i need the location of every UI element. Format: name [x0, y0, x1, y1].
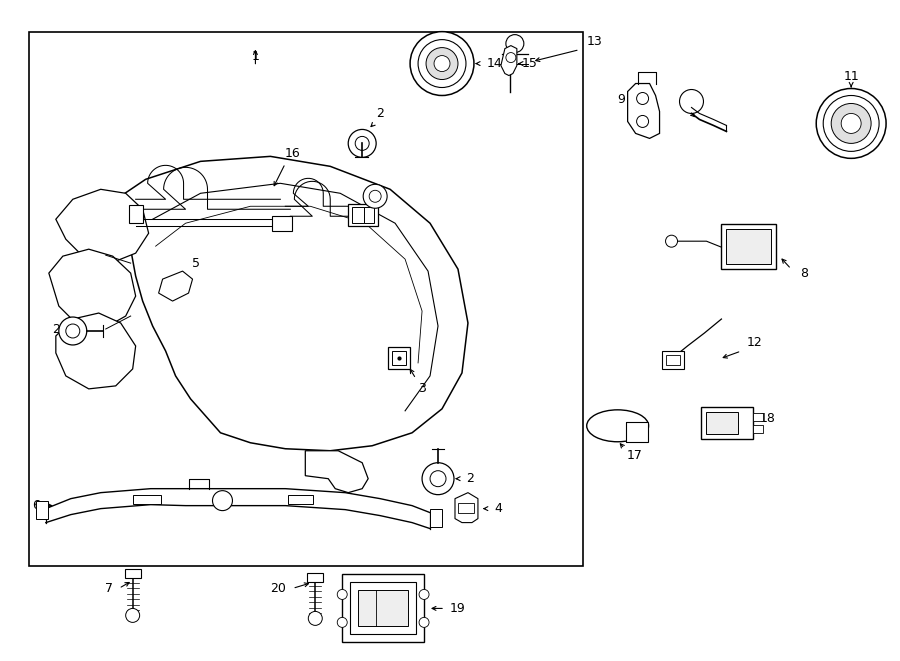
Bar: [430, 508, 442, 527]
Circle shape: [665, 235, 678, 247]
Bar: [132, 494, 160, 504]
Circle shape: [680, 89, 704, 114]
Text: 17: 17: [626, 449, 643, 462]
Polygon shape: [56, 189, 148, 263]
Circle shape: [842, 114, 861, 134]
Circle shape: [636, 93, 649, 104]
Circle shape: [636, 116, 649, 128]
Text: 20: 20: [270, 582, 286, 595]
Bar: [348, 204, 378, 226]
Text: 19: 19: [450, 602, 466, 615]
Bar: [129, 206, 142, 223]
Circle shape: [418, 40, 466, 87]
Circle shape: [126, 608, 140, 623]
Circle shape: [824, 95, 879, 151]
Polygon shape: [56, 313, 136, 389]
Polygon shape: [305, 451, 368, 492]
Bar: [388, 347, 410, 369]
Circle shape: [426, 48, 458, 79]
Polygon shape: [105, 157, 468, 451]
Text: 5: 5: [192, 256, 200, 270]
Text: 1: 1: [251, 50, 259, 63]
Polygon shape: [455, 492, 478, 523]
Text: 2: 2: [466, 472, 474, 485]
Text: 11: 11: [843, 70, 859, 83]
Bar: [125, 570, 140, 578]
Polygon shape: [627, 83, 660, 138]
Bar: [36, 500, 48, 519]
Circle shape: [369, 190, 381, 202]
Circle shape: [338, 590, 347, 600]
Bar: [665, 355, 680, 365]
Bar: [706, 412, 738, 434]
Bar: [350, 582, 416, 635]
Ellipse shape: [587, 410, 649, 442]
Circle shape: [338, 617, 347, 627]
Bar: [722, 224, 777, 269]
Text: 12: 12: [746, 336, 762, 350]
Text: 9: 9: [617, 93, 626, 106]
Bar: [662, 351, 683, 369]
Circle shape: [419, 590, 429, 600]
Circle shape: [364, 184, 387, 208]
Bar: [342, 574, 424, 642]
Bar: [626, 422, 648, 442]
Text: 16: 16: [284, 147, 301, 160]
Text: 3: 3: [418, 382, 426, 395]
Circle shape: [356, 136, 369, 151]
Text: 18: 18: [760, 412, 775, 425]
Circle shape: [348, 130, 376, 157]
Polygon shape: [501, 46, 517, 75]
Circle shape: [430, 471, 446, 486]
Circle shape: [506, 34, 524, 53]
Bar: [273, 216, 292, 231]
Polygon shape: [49, 249, 136, 329]
Circle shape: [66, 324, 80, 338]
Text: 7: 7: [104, 582, 112, 595]
Bar: [726, 229, 771, 264]
Circle shape: [212, 490, 232, 510]
Bar: [458, 502, 474, 513]
Bar: [392, 351, 406, 365]
Circle shape: [506, 53, 516, 63]
Text: 10: 10: [680, 93, 696, 106]
Bar: [364, 208, 374, 223]
Circle shape: [434, 56, 450, 71]
Circle shape: [58, 317, 86, 345]
Text: 2: 2: [52, 323, 59, 336]
Text: 15: 15: [522, 57, 538, 70]
Bar: [352, 208, 365, 223]
Bar: [29, 32, 582, 566]
Text: 13: 13: [587, 35, 603, 48]
Text: 14: 14: [487, 57, 503, 70]
Bar: [358, 590, 408, 627]
Bar: [753, 425, 763, 433]
Circle shape: [419, 617, 429, 627]
Circle shape: [832, 104, 871, 143]
Text: 6: 6: [32, 499, 40, 512]
Circle shape: [422, 463, 454, 494]
Bar: [753, 413, 763, 421]
Bar: [701, 407, 753, 439]
Circle shape: [410, 32, 474, 95]
Bar: [307, 574, 323, 582]
Bar: [288, 494, 313, 504]
Polygon shape: [158, 271, 193, 301]
Text: 2: 2: [376, 107, 384, 120]
Circle shape: [309, 611, 322, 625]
Text: 4: 4: [494, 502, 502, 515]
Text: 8: 8: [800, 266, 808, 280]
Circle shape: [816, 89, 886, 159]
